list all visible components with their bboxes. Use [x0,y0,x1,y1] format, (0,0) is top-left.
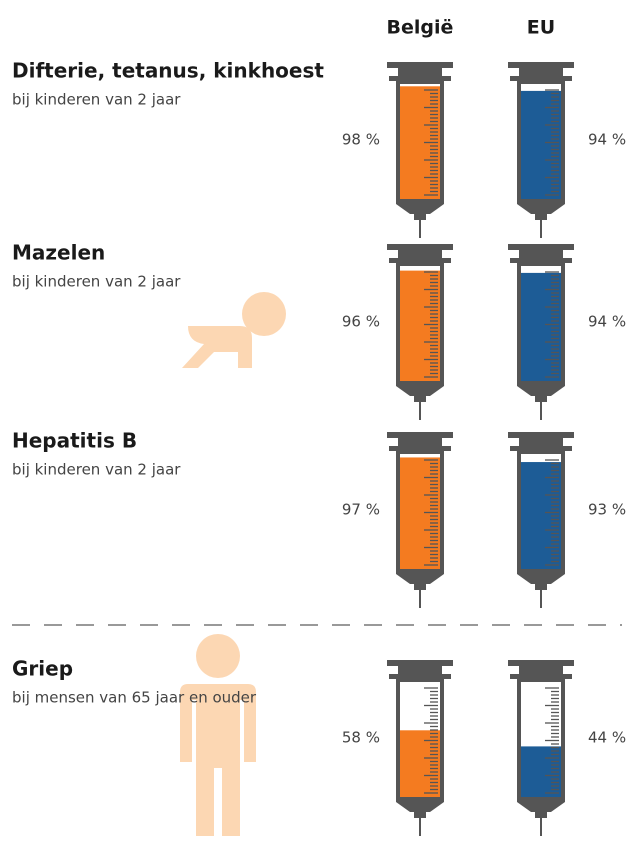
column-header: België [387,17,454,39]
syringe-collar [510,674,572,679]
syringe-fill [400,270,440,381]
value-label: 98 % [342,131,380,149]
syringe-plate [508,660,574,666]
syringe-plate [508,62,574,68]
row-title: Hepatitis B [12,429,137,453]
row-subtitle: bij kinderen van 2 jaar [12,461,181,479]
value-label: 94 % [588,313,626,331]
syringe-plate [508,244,574,250]
syringe-nozzle [535,214,547,220]
syringe-stem [519,438,563,446]
person-icon [180,634,256,836]
syringe-stem [519,666,563,674]
value-label: 93 % [588,501,626,519]
value-label: 94 % [588,131,626,149]
value-label: 96 % [342,313,380,331]
syringe-nozzle [414,812,426,818]
row-title: Difterie, tetanus, kinkhoest [12,59,324,83]
syringe-nozzle [535,584,547,590]
syringe-collar [389,446,451,451]
syringe-stem [398,250,442,258]
row-subtitle: bij mensen van 65 jaar en ouder [12,689,257,707]
syringe-taper [396,574,444,584]
syringe-taper [517,204,565,214]
syringe-taper [517,574,565,584]
syringe-taper [396,386,444,396]
syringe-collar [510,446,572,451]
baby-icon [182,292,286,368]
value-label: 44 % [588,729,626,747]
syringe-collar [389,76,451,81]
syringe-nozzle [414,584,426,590]
syringe-plate [387,244,453,250]
value-label: 97 % [342,501,380,519]
syringe-stem [398,666,442,674]
value-label: 58 % [342,729,380,747]
syringe-taper [517,802,565,812]
syringe-nozzle [535,812,547,818]
syringe-plate [387,62,453,68]
syringe-collar [389,258,451,263]
syringe-nozzle [535,396,547,402]
syringe-stem [398,438,442,446]
syringe-taper [396,204,444,214]
syringe-plate [387,660,453,666]
syringe-collar [510,258,572,263]
row-subtitle: bij kinderen van 2 jaar [12,273,181,291]
syringe-stem [398,68,442,76]
row-title: Mazelen [12,241,105,265]
row-subtitle: bij kinderen van 2 jaar [12,91,181,109]
syringe-collar [510,76,572,81]
syringe-plate [508,432,574,438]
syringe-stem [519,68,563,76]
syringe-stem [519,250,563,258]
syringe-nozzle [414,396,426,402]
column-header: EU [527,17,555,39]
syringe-taper [396,802,444,812]
syringe-nozzle [414,214,426,220]
syringe-taper [517,386,565,396]
syringe-collar [389,674,451,679]
row-title: Griep [12,657,73,681]
syringe-plate [387,432,453,438]
